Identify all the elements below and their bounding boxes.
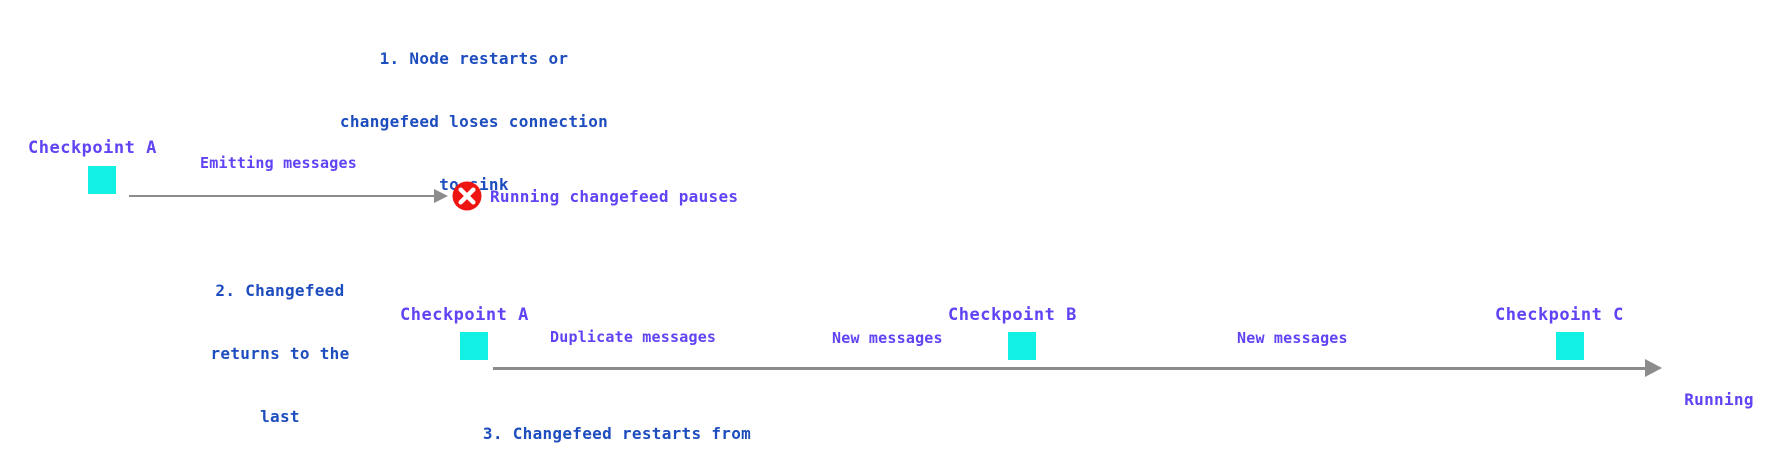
checkpoint-a-marker-top [88, 166, 116, 194]
new-messages-label-1: New messages [832, 329, 943, 347]
timeline-bottom-line [493, 367, 1645, 370]
pause-label: Running changefeed pauses [490, 187, 739, 206]
checkpoint-c-marker [1556, 332, 1584, 360]
note-line: last [260, 407, 300, 426]
new-messages-label-2: New messages [1237, 329, 1348, 347]
duplicate-messages-label: Duplicate messages [550, 328, 717, 346]
checkpoint-a-label-bottom: Checkpoint A [400, 305, 529, 325]
timeline-top-arrowhead [434, 189, 448, 203]
note-line: 1. Node restarts or [379, 49, 569, 68]
note-line: returns to the [210, 344, 350, 363]
cancel-icon [452, 181, 482, 211]
checkpoint-b-marker [1008, 332, 1036, 360]
checkpoint-a-marker-bottom [460, 332, 488, 360]
timeline-top-line [129, 195, 435, 197]
step3-note: 3. Changefeed restarts from last checkpo… [417, 384, 817, 451]
step1-note: 1. Node restarts or changefeed loses con… [274, 6, 674, 237]
resume-label: Running changefeed resumes [1660, 347, 1778, 451]
checkpoint-a-label-top: Checkpoint A [28, 138, 157, 158]
timeline-bottom-arrowhead [1645, 359, 1662, 377]
note-line: changefeed loses connection [339, 112, 609, 131]
note-line: 2. Changefeed [215, 281, 345, 300]
checkpoint-c-label: Checkpoint C [1495, 305, 1624, 325]
step2-note: 2. Changefeed returns to the last checkp… [170, 238, 390, 451]
emitting-messages-label: Emitting messages [200, 154, 357, 172]
note-line: 3. Changefeed restarts from [482, 424, 752, 443]
note-line: Running [1684, 390, 1754, 409]
checkpoint-b-label: Checkpoint B [948, 305, 1077, 325]
